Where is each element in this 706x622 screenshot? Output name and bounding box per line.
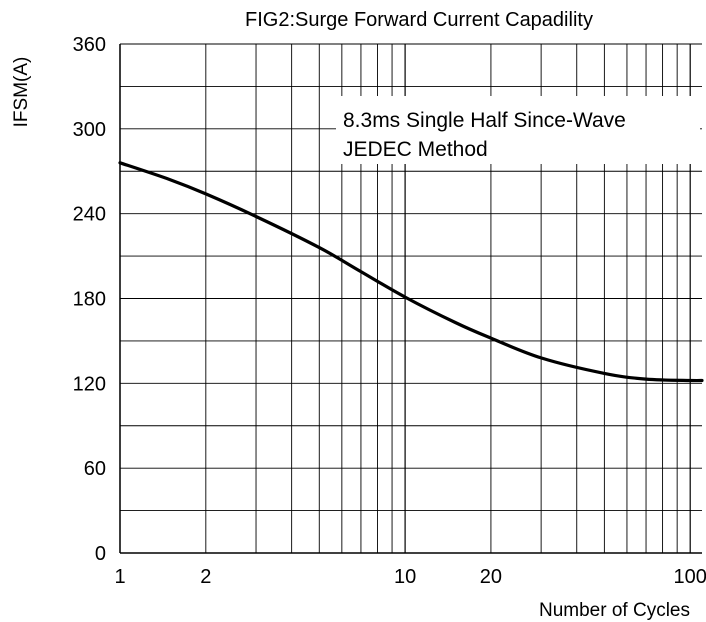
y-tick-label: 360 <box>73 34 106 56</box>
y-tick-label: 60 <box>84 458 106 480</box>
y-tick-label: 0 <box>95 543 106 565</box>
x-tick-label: 10 <box>394 566 416 588</box>
x-tick-label: 2 <box>200 566 211 588</box>
x-tick-label: 1 <box>114 566 125 588</box>
y-tick-label: 300 <box>73 119 106 141</box>
axes <box>119 44 702 554</box>
y-axis-title: IFSM(A) <box>11 57 32 128</box>
y-tick-label: 120 <box>73 373 106 395</box>
annotation-background <box>336 96 700 164</box>
x-tick-label: 20 <box>480 566 502 588</box>
surge-current-line <box>118 161 704 383</box>
y-tick-label: 240 <box>73 204 106 226</box>
y-tick-label: 180 <box>73 289 106 311</box>
annotation-line-2: JEDEC Method <box>343 138 488 161</box>
annotation-box: 8.3ms Single Half Since-Wave JEDEC Metho… <box>336 96 700 164</box>
annotation-line-1: 8.3ms Single Half Since-Wave <box>343 109 626 132</box>
y-tick-labels: 0 60 120 180 240 300 360 <box>73 34 106 565</box>
x-tick-labels: 1 2 10 20 100 <box>114 566 706 588</box>
chart-title: FIG2:Surge Forward Current Capadility <box>245 9 593 31</box>
x-axis-title: Number of Cycles <box>539 600 690 621</box>
x-tick-label: 100 <box>674 566 706 588</box>
